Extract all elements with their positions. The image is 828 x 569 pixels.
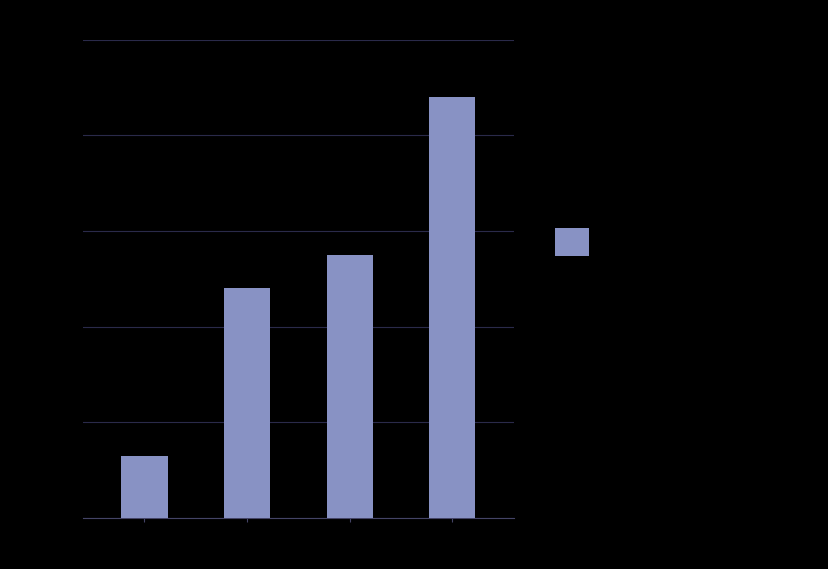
Bar	[121, 456, 167, 518]
Bar	[326, 255, 373, 518]
Bar	[429, 97, 475, 518]
Bar	[224, 288, 270, 518]
